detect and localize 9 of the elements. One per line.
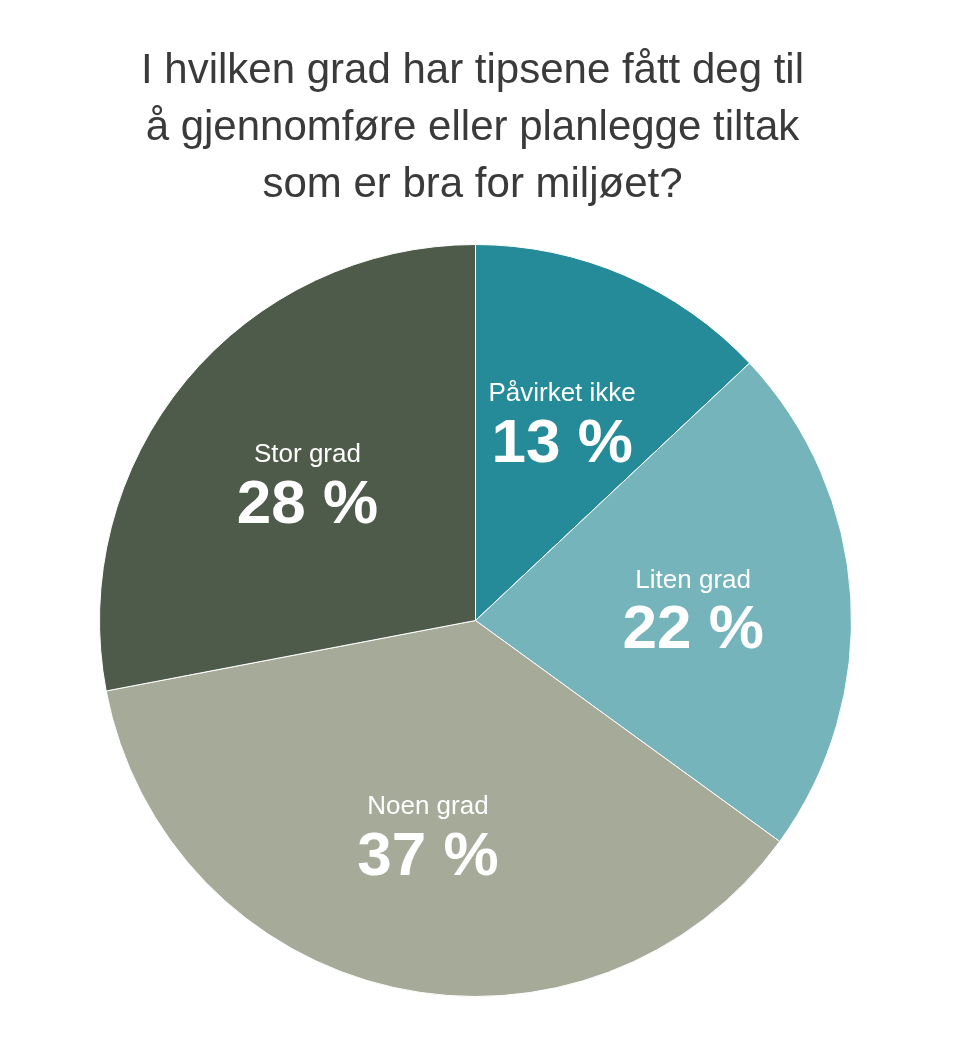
data-label: 28 %	[236, 466, 379, 536]
data-label: 13 %	[491, 405, 633, 475]
data-label: 37 %	[357, 818, 499, 888]
data-label: 22 %	[622, 592, 764, 662]
slice-label: Noen grad	[367, 790, 489, 821]
chart-title: I hvilken grad har tipsene fått deg til å gjennomføre eller planlegge tiltak som er bra for miljøet?	[140, 45, 805, 206]
slice-label: Påvirket ikke	[488, 377, 636, 408]
slice-label: Stor grad	[253, 438, 361, 469]
slice-label: Liten grad	[635, 563, 751, 594]
